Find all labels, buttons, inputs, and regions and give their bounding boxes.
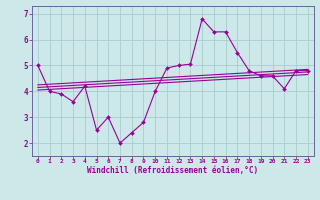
X-axis label: Windchill (Refroidissement éolien,°C): Windchill (Refroidissement éolien,°C) [87, 166, 258, 175]
